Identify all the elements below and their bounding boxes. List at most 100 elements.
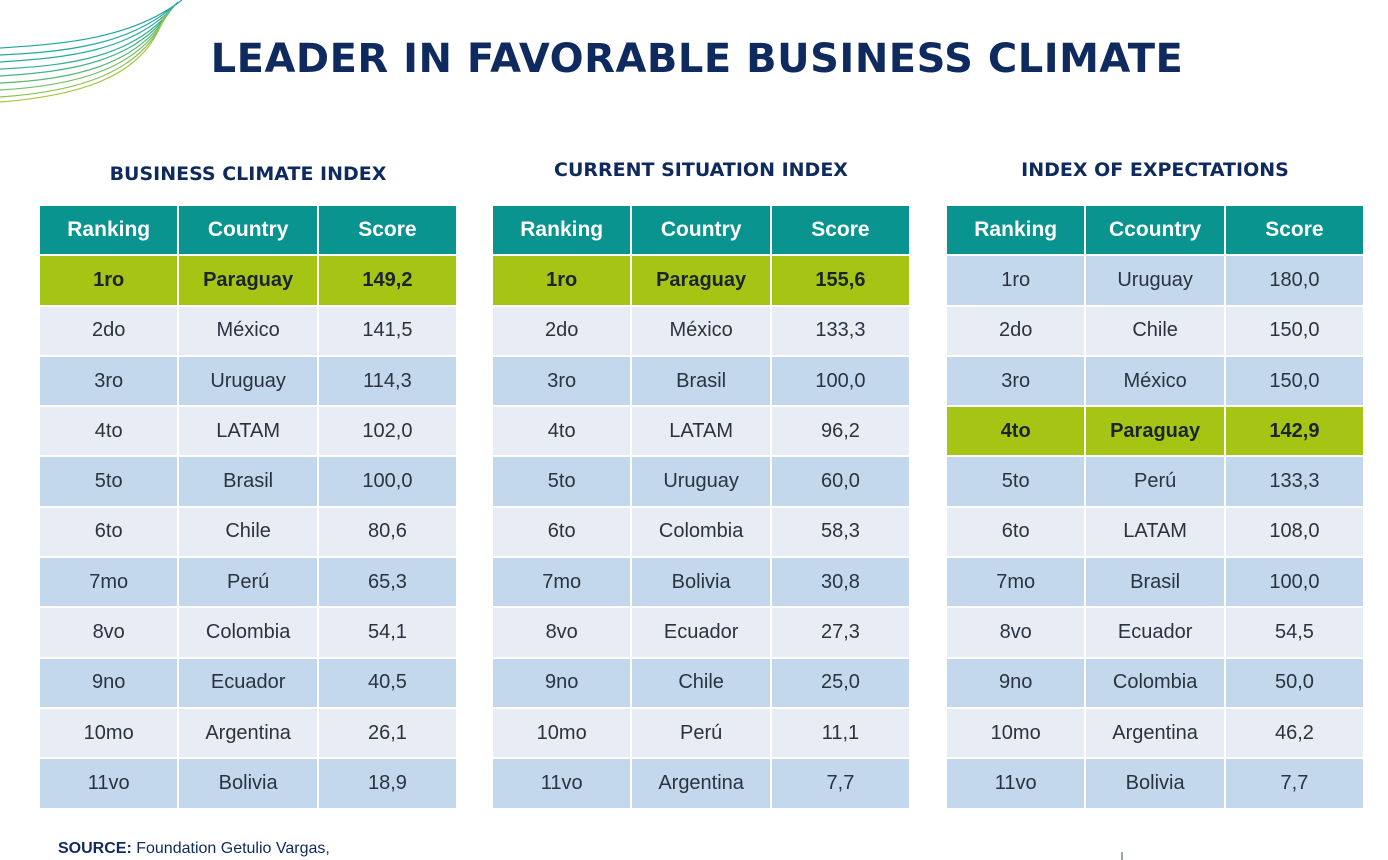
table-row: 10mo Argentina 46,2 <box>944 706 1366 760</box>
cell-score: 149,2 <box>316 254 459 307</box>
cell-country: Paraguay <box>177 254 319 307</box>
cell-rank: 1ro <box>490 254 633 307</box>
cell-rank: 10mo <box>37 706 180 760</box>
cell-score: 7,7 <box>1223 757 1366 810</box>
source-label: SOURCE: <box>58 840 132 857</box>
cell-country: Chile <box>1084 304 1226 357</box>
cell-rank: 10mo <box>490 706 633 760</box>
table-row-highlighted: 4to Paraguay 142,9 <box>944 405 1366 458</box>
cell-score: 155,6 <box>769 254 912 307</box>
table-row: 3ro México 150,0 <box>944 354 1366 408</box>
cell-score: 150,0 <box>1223 304 1366 357</box>
table-row: 8vo Colombia 54,1 <box>37 606 459 659</box>
cell-score: 114,3 <box>316 354 459 408</box>
table-row: 6to Chile 80,6 <box>37 505 459 559</box>
cell-country: Bolivia <box>1084 757 1226 810</box>
cell-score: 180,0 <box>1223 254 1366 307</box>
table-title: BUSINESS CLIMATE INDEX <box>109 163 387 185</box>
cell-score: 142,9 <box>1223 405 1366 458</box>
cell-country: Brasil <box>1084 556 1226 609</box>
cell-rank: 9no <box>944 656 1087 709</box>
cell-rank: 11vo <box>944 757 1087 810</box>
table-header-row: Ranking Country Score <box>37 203 459 257</box>
column-header: Ranking <box>37 203 180 257</box>
cell-country: Chile <box>177 505 319 559</box>
table-row: 10mo Perú 11,1 <box>490 706 912 760</box>
cell-score: 11,1 <box>769 706 912 760</box>
table-row: 6to Colombia 58,3 <box>490 505 912 559</box>
cell-score: 108,0 <box>1223 505 1366 559</box>
table-row: 5to Uruguay 60,0 <box>490 455 912 508</box>
table-row: 2do México 141,5 <box>37 304 459 357</box>
cell-country: Ecuador <box>177 656 319 709</box>
cell-country: Argentina <box>630 757 772 810</box>
cell-country: Perú <box>630 706 772 760</box>
cell-rank: 6to <box>490 505 633 559</box>
cell-rank: 9no <box>490 656 633 709</box>
cell-country: Uruguay <box>177 354 319 408</box>
table-row: 9no Chile 25,0 <box>490 656 912 709</box>
cell-rank: 9no <box>37 656 180 709</box>
cell-rank: 11vo <box>37 757 180 810</box>
cell-rank: 7mo <box>944 556 1087 609</box>
cell-score: 65,3 <box>316 556 459 609</box>
cell-score: 7,7 <box>769 757 912 810</box>
cell-country: Bolivia <box>630 556 772 609</box>
cell-score: 25,0 <box>769 656 912 709</box>
cell-country: México <box>630 304 772 357</box>
cell-rank: 5to <box>490 455 633 508</box>
cell-country: Argentina <box>177 706 319 760</box>
table-row: 4to LATAM 96,2 <box>490 405 912 458</box>
cell-country: Brasil <box>630 354 772 408</box>
table-row: 9no Colombia 50,0 <box>944 656 1366 709</box>
cell-rank: 1ro <box>37 254 180 307</box>
table-row: 10mo Argentina 26,1 <box>37 706 459 760</box>
cell-rank: 3ro <box>37 354 180 408</box>
cell-score: 100,0 <box>769 354 912 408</box>
cell-country: Ecuador <box>630 606 772 659</box>
table-row: 8vo Ecuador 54,5 <box>944 606 1366 659</box>
table-row: 7mo Brasil 100,0 <box>944 556 1366 609</box>
cell-country: Paraguay <box>1084 405 1226 458</box>
cell-score: 141,5 <box>316 304 459 357</box>
cell-country: Uruguay <box>1084 254 1226 307</box>
cell-rank: 4to <box>944 405 1087 458</box>
cell-country: Colombia <box>177 606 319 659</box>
cell-country: Ecuador <box>1084 606 1226 659</box>
page-title: LEADER IN FAVORABLE BUSINESS CLIMATE <box>210 36 1184 82</box>
cell-rank: 7mo <box>490 556 633 609</box>
cell-country: LATAM <box>177 405 319 458</box>
cell-rank: 11vo <box>490 757 633 810</box>
expectations-panel: INDEX OF EXPECTATIONS Ranking Ccountry Scor… <box>944 152 1366 810</box>
cell-score: 58,3 <box>769 505 912 559</box>
table-row: 5to Perú 133,3 <box>944 455 1366 508</box>
cell-country: Uruguay <box>630 455 772 508</box>
cell-rank: 4to <box>490 405 633 458</box>
cell-rank: 2do <box>944 304 1087 357</box>
cell-country: Chile <box>630 656 772 709</box>
table-row: 3ro Uruguay 114,3 <box>37 354 459 408</box>
cell-score: 96,2 <box>769 405 912 458</box>
cell-rank: 8vo <box>944 606 1087 659</box>
cell-country: México <box>1084 354 1226 408</box>
cell-score: 40,5 <box>316 656 459 709</box>
business-climate-panel: BUSINESS CLIMATE INDEX Ranking Country Scor… <box>37 152 459 810</box>
cell-score: 133,3 <box>1223 455 1366 508</box>
column-header: Ccountry <box>1084 203 1226 257</box>
cell-country: Argentina <box>1084 706 1226 760</box>
table-header-row: Ranking Ccountry Score <box>944 203 1366 257</box>
cell-rank: 8vo <box>37 606 180 659</box>
cell-rank: 10mo <box>944 706 1087 760</box>
cell-score: 100,0 <box>316 455 459 508</box>
cell-rank: 3ro <box>490 354 633 408</box>
cell-score: 133,3 <box>769 304 912 357</box>
cell-rank: 1ro <box>944 254 1087 307</box>
cell-rank: 3ro <box>944 354 1087 408</box>
cell-score: 30,8 <box>769 556 912 609</box>
cell-rank: 6to <box>944 505 1087 559</box>
cell-country: Colombia <box>1084 656 1226 709</box>
cell-country: LATAM <box>630 405 772 458</box>
column-header: Country <box>177 203 319 257</box>
table-row: 1ro Uruguay 180,0 <box>944 254 1366 307</box>
cell-country: Perú <box>1084 455 1226 508</box>
